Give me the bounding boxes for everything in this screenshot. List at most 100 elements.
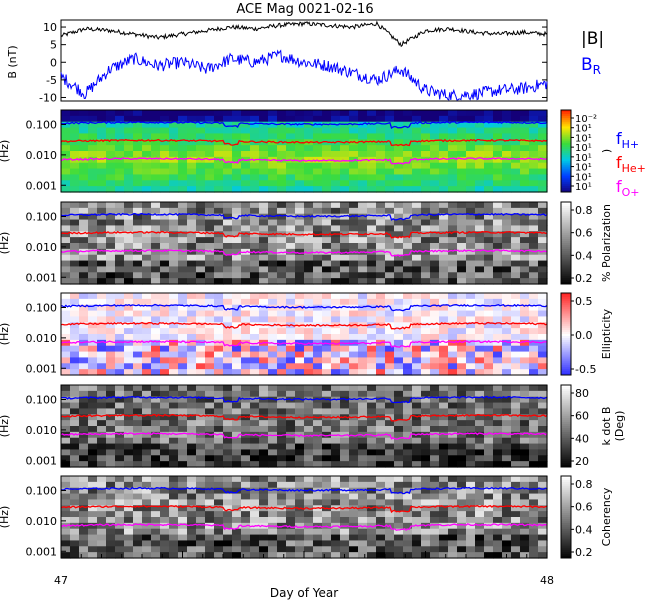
heatmap-cell — [331, 316, 341, 323]
colorbar-step — [561, 329, 571, 333]
heatmap-cell — [421, 133, 431, 140]
heatmap-cell — [484, 145, 494, 152]
legend-b-radial: BR — [581, 55, 601, 77]
heatmap-cell — [421, 431, 431, 439]
heatmap-cell — [277, 186, 287, 193]
heatmap-cell — [457, 127, 467, 135]
heatmap-cell — [259, 243, 269, 250]
heatmap-cell — [466, 316, 476, 323]
heatmap-cell — [448, 168, 458, 176]
heatmap-cell — [358, 278, 368, 285]
heatmap-cell — [286, 499, 296, 506]
heatmap-cell — [151, 493, 161, 501]
heatmap-cell — [475, 493, 485, 501]
heatmap-cell — [403, 115, 413, 123]
heatmap-cell — [475, 426, 485, 433]
colorbar-step — [561, 146, 571, 150]
heatmap-cell — [79, 408, 89, 415]
heatmap-cell — [421, 213, 431, 221]
heatmap-cell — [295, 369, 305, 376]
heatmap-cell — [160, 476, 170, 483]
heatmap-cell — [331, 310, 341, 318]
heatmap-cell — [106, 534, 116, 542]
heatmap-cell — [241, 426, 251, 433]
heatmap-cell — [520, 517, 530, 524]
heatmap-cell — [421, 237, 431, 244]
heatmap-cell — [295, 345, 305, 353]
heatmap-cell — [268, 455, 278, 462]
heatmap-cell — [151, 528, 161, 536]
heatmap-cell — [304, 110, 314, 117]
heatmap-cell — [151, 431, 161, 439]
y-tick-label: 0.100 — [26, 118, 58, 131]
heatmap-cell — [484, 174, 494, 181]
heatmap-cell — [196, 402, 206, 410]
heatmap-cell — [70, 316, 80, 323]
colorbar-step — [561, 175, 571, 179]
heatmap-cell — [151, 248, 161, 256]
heatmap-cell — [214, 213, 224, 221]
x-axis-end-label: 48 — [540, 574, 554, 587]
heatmap-cell — [142, 162, 152, 170]
heatmap-cell — [106, 293, 116, 300]
heatmap-cell — [61, 162, 71, 170]
heatmap-cell — [205, 328, 215, 335]
y-tick-label: 0.001 — [26, 179, 58, 192]
heatmap-cell — [286, 237, 296, 244]
heatmap-cell — [124, 437, 134, 445]
heatmap-cell — [196, 225, 206, 232]
heatmap-cell — [358, 298, 368, 306]
heatmap-cell — [448, 487, 458, 495]
heatmap-cell — [502, 443, 512, 451]
heatmap-cell — [124, 449, 134, 456]
heatmap-cell — [520, 499, 530, 506]
heatmap-cell — [466, 552, 476, 559]
heatmap-cell — [466, 121, 476, 129]
heatmap-cell — [466, 396, 476, 404]
colorbar-step — [561, 486, 571, 489]
heatmap-cell — [259, 505, 269, 512]
heatmap-cell — [160, 528, 170, 536]
heatmap-cell — [88, 115, 98, 123]
heatmap-cell — [358, 115, 368, 123]
heatmap-cell — [340, 115, 350, 123]
heatmap-cell — [448, 552, 458, 559]
heatmap-cell — [466, 534, 476, 542]
heatmap-cell — [250, 151, 260, 158]
heatmap-cell — [466, 260, 476, 268]
heatmap-cell — [322, 402, 332, 410]
heatmap-cell — [367, 328, 377, 335]
heatmap-cell — [349, 408, 359, 415]
heatmap-cell — [187, 534, 197, 542]
heatmap-cell — [484, 540, 494, 547]
heatmap-cell — [187, 156, 197, 164]
heatmap-cell — [277, 345, 287, 353]
heatmap-cell — [151, 345, 161, 353]
heatmap-cell — [502, 145, 512, 152]
colorbar-step — [561, 245, 571, 248]
heatmap-cell — [367, 260, 377, 268]
heatmap-cell — [88, 316, 98, 323]
heatmap-cell — [187, 316, 197, 323]
heatmap-cell — [61, 385, 71, 392]
heatmap-cell — [142, 402, 152, 410]
heatmap-cell — [349, 272, 359, 279]
heatmap-cell — [349, 396, 359, 404]
heatmap-cell — [250, 369, 260, 376]
heatmap-cell — [313, 437, 323, 445]
heatmap-cell — [412, 186, 422, 193]
heatmap-cell — [394, 437, 404, 445]
heatmap-cell — [205, 207, 215, 215]
heatmap-cell — [484, 151, 494, 158]
heatmap-cell — [304, 328, 314, 335]
heatmap-cell — [430, 202, 440, 209]
heatmap-cell — [106, 219, 116, 227]
heatmap-cell — [349, 455, 359, 462]
colorbar-step — [561, 313, 571, 317]
colorbar-step — [561, 438, 571, 441]
heatmap-cell — [70, 369, 80, 376]
heatmap-cell — [502, 127, 512, 135]
heatmap-cell — [214, 426, 224, 433]
heatmap-cell — [358, 437, 368, 445]
colorbar-tick-label: 10¹ — [575, 153, 592, 164]
